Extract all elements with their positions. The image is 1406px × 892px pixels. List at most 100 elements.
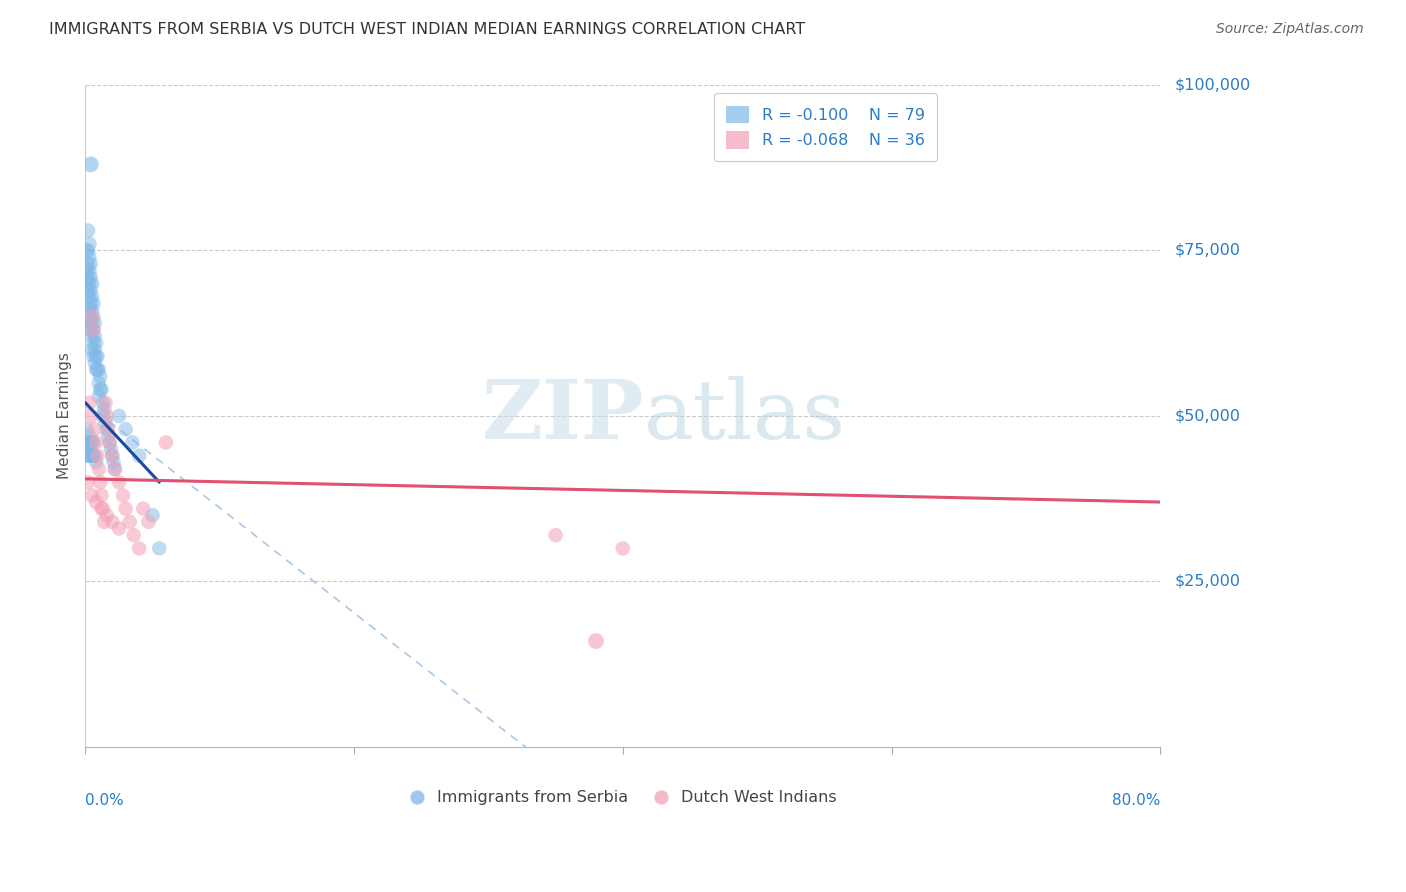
Point <box>98 435 121 450</box>
Point <box>114 422 136 436</box>
Point <box>84 455 107 469</box>
Point <box>93 402 115 417</box>
Point <box>80 488 103 502</box>
Point <box>80 303 103 318</box>
Point <box>82 449 104 463</box>
Point <box>87 462 110 476</box>
Point <box>98 435 121 450</box>
Point <box>148 541 170 556</box>
Point <box>84 435 107 450</box>
Point <box>80 157 103 171</box>
Point <box>80 310 103 324</box>
Point <box>77 224 100 238</box>
Point <box>79 303 101 318</box>
Point <box>80 290 103 304</box>
Point <box>108 409 131 423</box>
Point <box>132 501 155 516</box>
Point <box>79 277 101 291</box>
Point <box>80 277 103 291</box>
Point <box>77 449 100 463</box>
Point <box>83 329 105 343</box>
Point <box>84 350 107 364</box>
Text: $75,000: $75,000 <box>1174 243 1240 258</box>
Point <box>94 416 117 430</box>
Point <box>77 269 100 284</box>
Point <box>585 634 607 648</box>
Text: atlas: atlas <box>644 376 846 456</box>
Point <box>138 515 160 529</box>
Text: Source: ZipAtlas.com: Source: ZipAtlas.com <box>1216 22 1364 37</box>
Text: $50,000: $50,000 <box>1174 409 1240 424</box>
Point <box>101 449 124 463</box>
Point <box>82 296 104 310</box>
Point <box>86 362 108 376</box>
Point <box>89 383 111 397</box>
Point <box>80 343 103 357</box>
Point <box>79 442 101 456</box>
Point <box>77 475 100 490</box>
Point <box>76 422 98 436</box>
Point <box>76 263 98 277</box>
Text: $25,000: $25,000 <box>1174 574 1240 589</box>
Point <box>93 515 115 529</box>
Point <box>103 455 125 469</box>
Point <box>89 475 111 490</box>
Point <box>79 290 101 304</box>
Point <box>82 336 104 351</box>
Point <box>100 442 122 456</box>
Point <box>80 316 103 330</box>
Point <box>87 389 110 403</box>
Point <box>80 283 103 297</box>
Point <box>122 528 145 542</box>
Point <box>76 435 98 450</box>
Point <box>82 350 104 364</box>
Point <box>142 508 165 523</box>
Point <box>104 462 127 476</box>
Point <box>80 296 103 310</box>
Point <box>79 429 101 443</box>
Text: 0.0%: 0.0% <box>86 793 124 808</box>
Y-axis label: Median Earnings: Median Earnings <box>58 352 72 479</box>
Text: 80.0%: 80.0% <box>1112 793 1160 808</box>
Point <box>77 244 100 258</box>
Point <box>77 257 100 271</box>
Point <box>80 269 103 284</box>
Point <box>76 449 98 463</box>
Point <box>82 323 104 337</box>
Legend: Immigrants from Serbia, Dutch West Indians: Immigrants from Serbia, Dutch West India… <box>402 784 844 812</box>
Point <box>84 362 107 376</box>
Point <box>79 263 101 277</box>
Point <box>79 250 101 264</box>
Point <box>80 257 103 271</box>
Point <box>96 409 118 423</box>
Point <box>87 362 110 376</box>
Point <box>83 343 105 357</box>
Point <box>104 462 127 476</box>
Point <box>544 528 567 542</box>
Point <box>80 409 103 423</box>
Point <box>612 541 634 556</box>
Point <box>118 515 141 529</box>
Point <box>84 495 107 509</box>
Point <box>128 541 150 556</box>
Point <box>80 329 103 343</box>
Point <box>89 369 111 384</box>
Point <box>82 310 104 324</box>
Point <box>101 515 124 529</box>
Point <box>83 449 105 463</box>
Point <box>83 356 105 370</box>
Point <box>83 316 105 330</box>
Point <box>80 449 103 463</box>
Point <box>86 350 108 364</box>
Point <box>90 501 112 516</box>
Point <box>80 435 103 450</box>
Point <box>82 435 104 450</box>
Point <box>79 395 101 409</box>
Point <box>155 435 177 450</box>
Text: $100,000: $100,000 <box>1174 78 1250 93</box>
Point <box>84 336 107 351</box>
Point <box>79 236 101 251</box>
Point <box>91 409 114 423</box>
Point <box>97 422 120 436</box>
Point <box>90 488 112 502</box>
